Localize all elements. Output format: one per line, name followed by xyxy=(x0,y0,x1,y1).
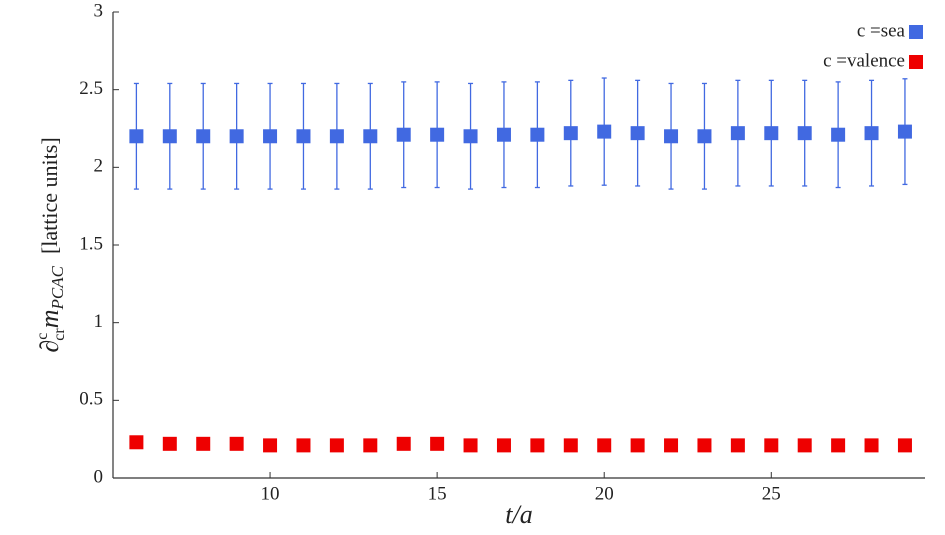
marker xyxy=(463,129,478,144)
marker xyxy=(831,438,846,453)
legend-marker xyxy=(909,55,923,69)
marker xyxy=(630,438,645,453)
marker xyxy=(597,124,612,139)
marker xyxy=(831,127,846,142)
marker xyxy=(797,126,812,141)
marker xyxy=(196,436,211,451)
marker xyxy=(162,129,177,144)
marker xyxy=(263,129,278,144)
marker xyxy=(463,438,478,453)
y-axis-label: ∂ccrmPCAC [lattice units] xyxy=(34,137,68,352)
marker xyxy=(162,436,177,451)
legend-label: c =sea xyxy=(857,20,906,41)
marker xyxy=(530,438,545,453)
legend-label: c =valence xyxy=(823,50,905,71)
marker xyxy=(296,438,311,453)
marker xyxy=(430,127,445,142)
x-tick-label: 25 xyxy=(762,483,781,504)
marker xyxy=(897,438,912,453)
marker xyxy=(129,435,144,450)
marker xyxy=(396,436,411,451)
marker xyxy=(864,438,879,453)
y-tick-label: 2.5 xyxy=(79,78,103,99)
marker xyxy=(129,129,144,144)
y-tick-label: 2 xyxy=(94,156,104,177)
marker xyxy=(563,126,578,141)
x-tick-label: 10 xyxy=(261,483,280,504)
x-tick-label: 20 xyxy=(595,483,614,504)
y-tick-label: 0 xyxy=(94,466,104,487)
marker xyxy=(864,126,879,141)
marker xyxy=(229,129,244,144)
marker xyxy=(229,436,244,451)
y-tick-label: 3 xyxy=(94,0,104,21)
y-label-sup: c xyxy=(34,333,51,340)
marker xyxy=(597,438,612,453)
marker xyxy=(296,129,311,144)
y-label-unit: [lattice units] xyxy=(37,137,62,254)
marker xyxy=(263,438,278,453)
y-tick-label: 0.5 xyxy=(79,389,103,410)
marker xyxy=(664,129,679,144)
marker xyxy=(329,129,344,144)
marker xyxy=(697,438,712,453)
marker xyxy=(764,438,779,453)
marker xyxy=(363,438,378,453)
y-label-msub: PCAC xyxy=(48,265,67,310)
marker xyxy=(730,126,745,141)
marker xyxy=(363,129,378,144)
x-tick-label: 15 xyxy=(428,483,447,504)
marker xyxy=(396,127,411,142)
y-tick-label: 1.5 xyxy=(79,233,103,254)
marker xyxy=(496,438,511,453)
y-label-sub: cr xyxy=(51,328,68,341)
marker xyxy=(430,436,445,451)
marker xyxy=(196,129,211,144)
marker xyxy=(329,438,344,453)
marker xyxy=(897,124,912,139)
x-axis-label: t/a xyxy=(505,500,532,529)
marker xyxy=(697,129,712,144)
marker xyxy=(530,127,545,142)
marker xyxy=(764,126,779,141)
y-tick-label: 1 xyxy=(94,311,104,332)
marker xyxy=(797,438,812,453)
y-label-m: m xyxy=(35,309,64,328)
legend-marker xyxy=(909,25,923,39)
marker xyxy=(630,126,645,141)
marker xyxy=(664,438,679,453)
marker xyxy=(496,127,511,142)
marker xyxy=(730,438,745,453)
marker xyxy=(563,438,578,453)
y-label-symbol: ∂ xyxy=(35,340,64,353)
